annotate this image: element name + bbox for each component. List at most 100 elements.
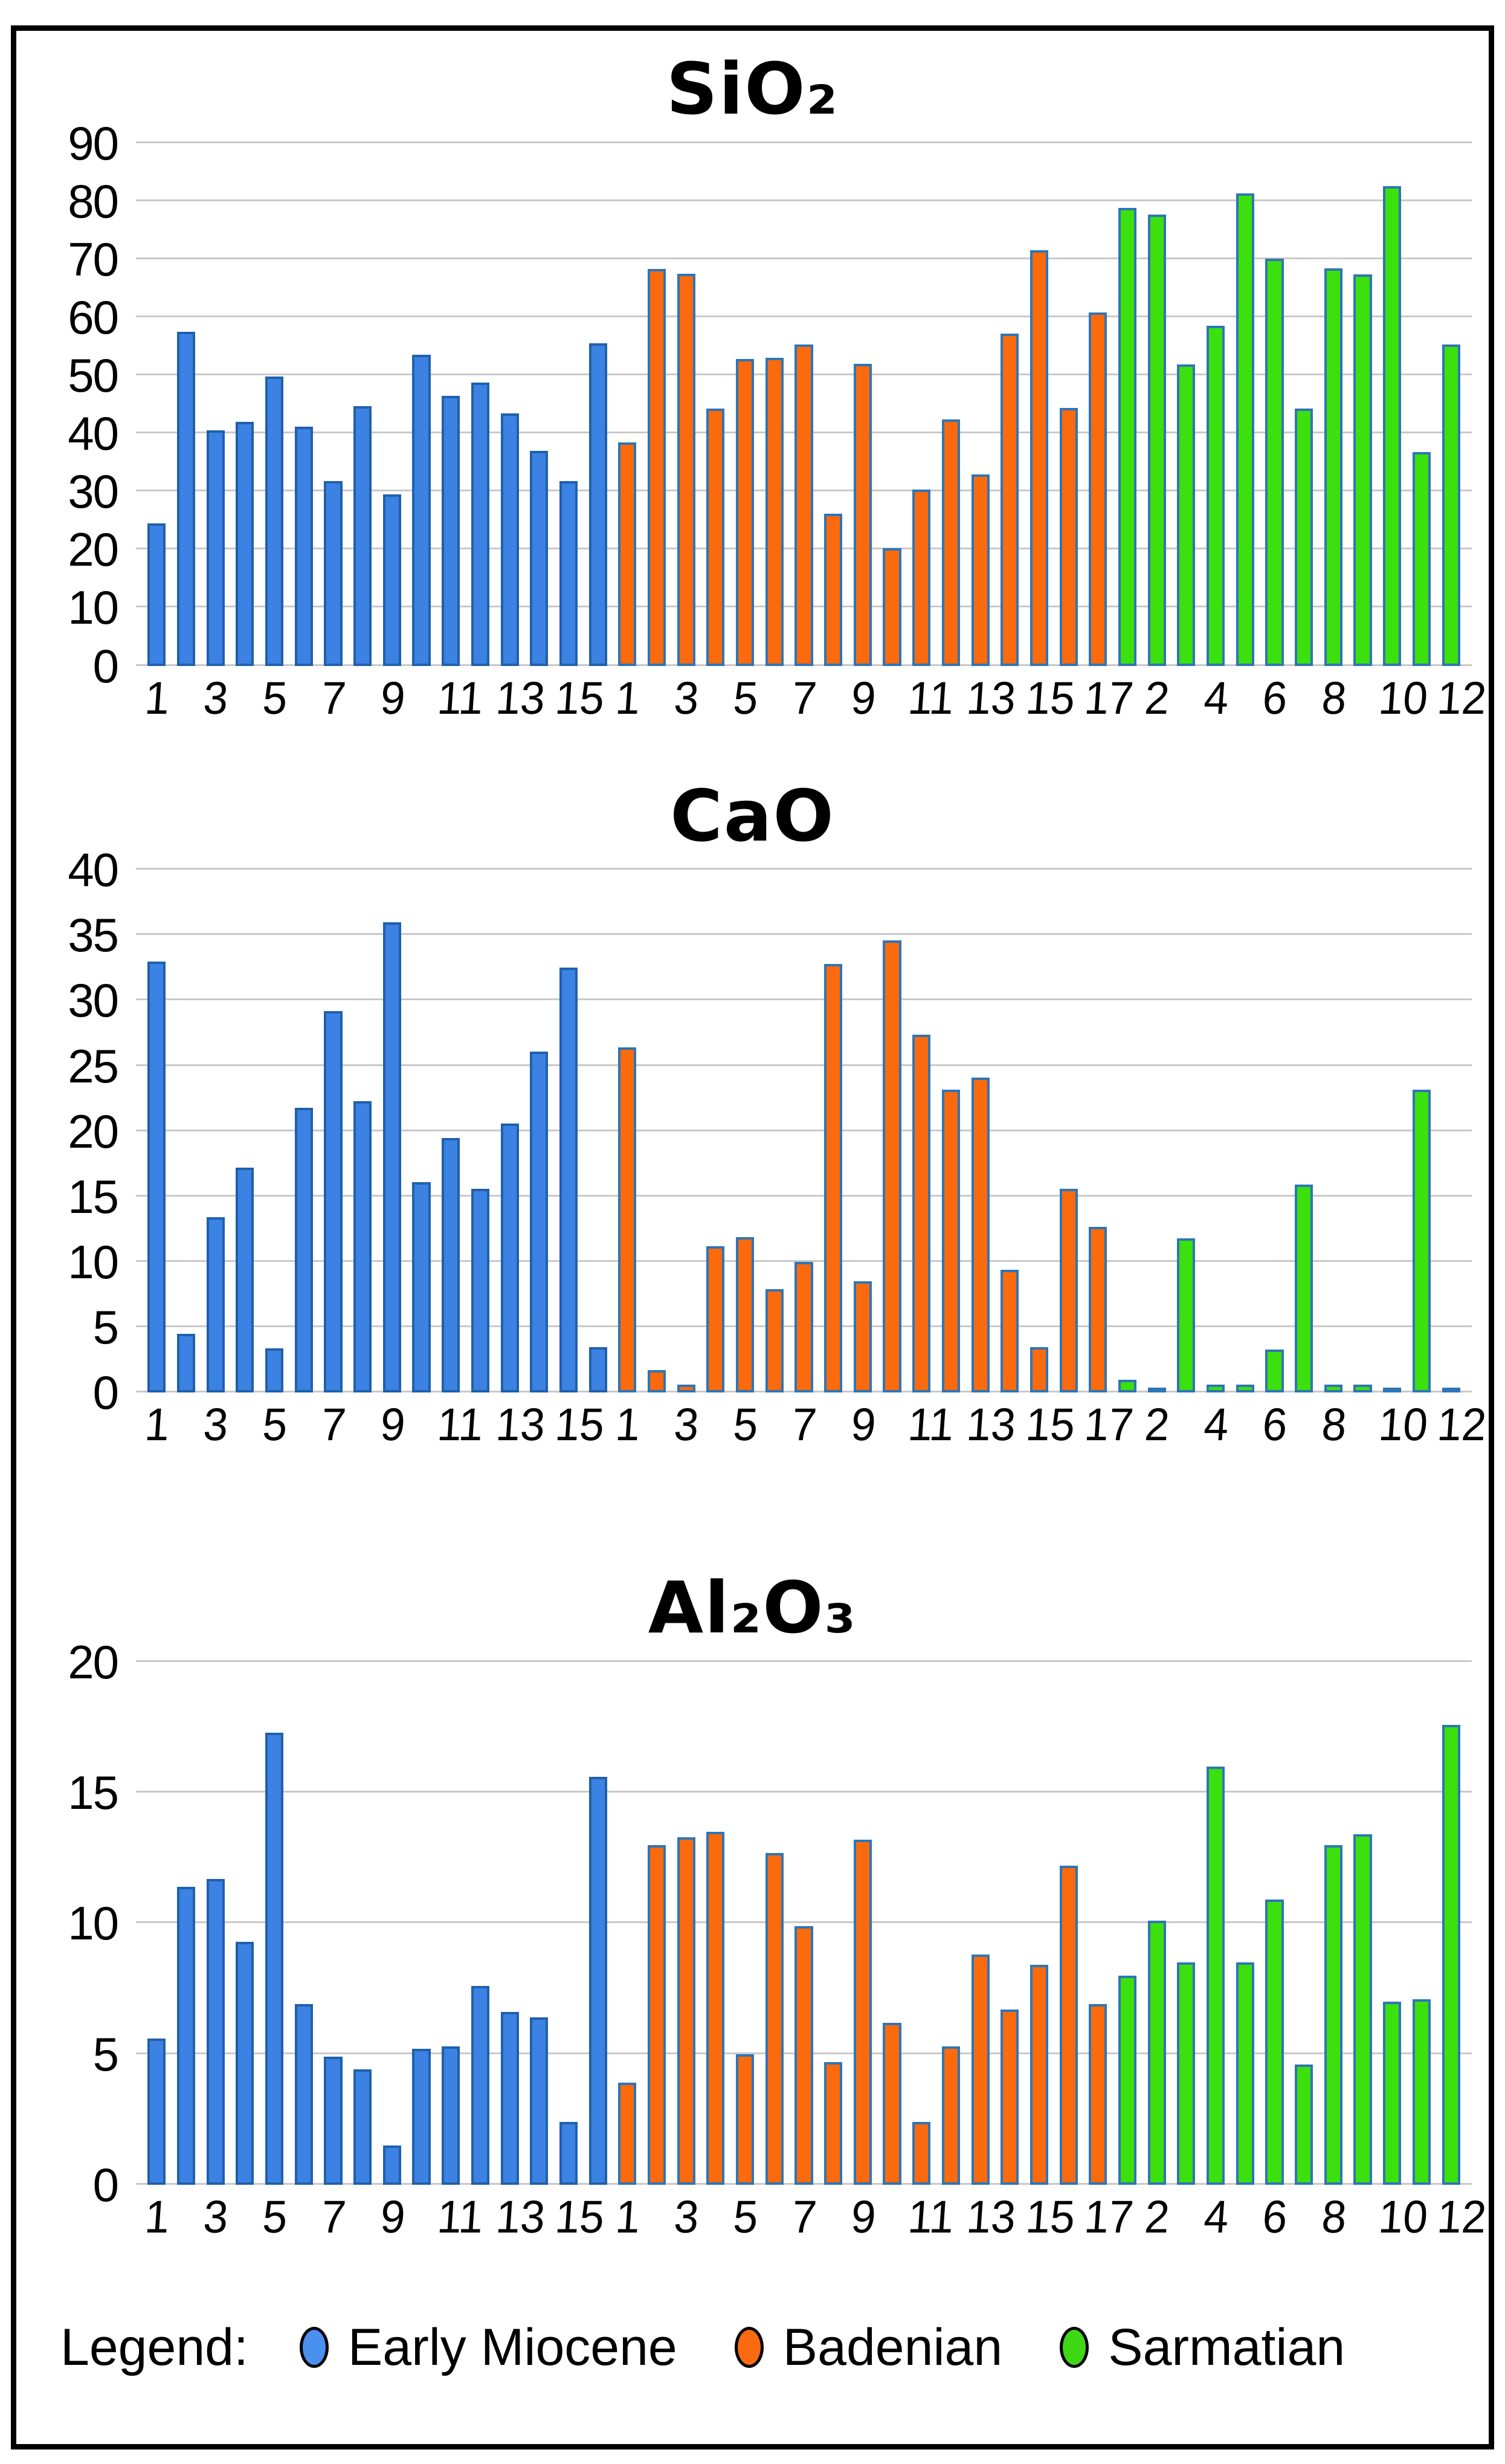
bar-badenian-17	[1089, 1226, 1107, 1393]
bar-slot	[965, 1662, 995, 2185]
bar-slot	[172, 143, 201, 666]
bar-badenian-5	[736, 2054, 755, 2185]
bar-slot	[378, 143, 407, 666]
x-tick-label: 11	[906, 1399, 956, 1451]
bar-early-miocene-9	[382, 494, 401, 666]
bar-slot	[701, 143, 730, 666]
legend-label: Legend:	[60, 2318, 248, 2376]
bar-badenian-13	[971, 1078, 990, 1393]
bar-slot	[1407, 1662, 1437, 2185]
bar-slot	[583, 1662, 613, 2185]
x-tick-label	[1229, 2194, 1262, 2255]
bar-sarmatian-10	[1383, 1388, 1402, 1393]
bar-slot	[1142, 870, 1171, 1393]
x-tick-label: 9	[849, 1399, 877, 1451]
bar-badenian-2	[647, 1370, 666, 1393]
bar-badenian-3	[677, 1837, 695, 2185]
x-tick-label	[1347, 1402, 1379, 1463]
x-tick-label	[993, 676, 1026, 736]
y-tick-label: 15	[68, 1766, 119, 1820]
bar-slot	[142, 143, 172, 666]
x-tick-label: 6	[1261, 2191, 1289, 2243]
bar-slot	[378, 1662, 407, 2185]
bar-badenian-15	[1030, 250, 1049, 666]
bar-early-miocene-5	[265, 1348, 284, 1393]
x-tick-label	[405, 676, 438, 736]
bar-slot	[671, 1662, 701, 2185]
x-tick-label: 2	[1143, 2191, 1171, 2243]
bar-slot	[819, 1662, 848, 2185]
bar-badenian-15	[1030, 1965, 1049, 2185]
x-tick-label	[170, 2194, 202, 2255]
bar-slot	[172, 1662, 201, 2185]
bar-badenian-5	[736, 1237, 755, 1393]
bar-early-miocene-11	[442, 2046, 460, 2185]
bar-slot	[554, 870, 584, 1393]
bar-slot	[436, 870, 466, 1393]
bar-slot	[1113, 143, 1142, 666]
chart-title-cao: CaO	[670, 774, 835, 858]
x-tick-label	[464, 2194, 497, 2255]
x-tick-label: 7	[790, 2191, 819, 2243]
bar-badenian-12	[941, 419, 960, 666]
bar-slot	[348, 143, 378, 666]
x-tick-label	[758, 1402, 791, 1463]
bar-slot	[142, 1662, 172, 2185]
x-tick-label	[464, 1402, 497, 1463]
bar-slot	[1142, 1662, 1171, 2185]
y-axis: 0 5 10 15 20 25 30 35 40	[33, 846, 136, 1416]
x-tick-label: 15	[1023, 672, 1077, 724]
bar-early-miocene-3	[206, 1878, 225, 2185]
x-tick-label: 3	[672, 2191, 701, 2243]
x-tick-label	[1405, 1402, 1438, 1463]
bar-slot	[318, 143, 348, 666]
x-tick-label: 4	[1202, 1399, 1231, 1451]
x-tick-label: 11	[906, 672, 956, 724]
bar-slot	[1113, 1662, 1142, 2185]
x-tick-label: 17	[1082, 1399, 1135, 1451]
bar-slot	[1230, 1662, 1260, 2185]
bar-early-miocene-12	[471, 382, 489, 666]
x-tick-label	[817, 2194, 849, 2255]
x-tick-label	[1170, 2194, 1203, 2255]
bar-slot	[1260, 870, 1289, 1393]
legend-marker-sarmatian-icon	[1060, 2326, 1089, 2368]
x-tick-label	[1052, 676, 1085, 736]
bar-slot	[1201, 1662, 1231, 2185]
x-tick-label: 7	[790, 1399, 819, 1451]
x-tick-label: 13	[965, 2191, 1018, 2243]
bar-sarmatian-12	[1442, 344, 1460, 666]
bar-slot	[1083, 143, 1113, 666]
x-tick-label: 17	[1082, 672, 1135, 724]
bar-slot	[907, 143, 936, 666]
bar-sarmatian-2	[1147, 1387, 1166, 1393]
bar-badenian-6	[765, 1852, 784, 2185]
x-tick-label	[1229, 676, 1262, 736]
figure-frame: SiO₂ 0 10 20 30 40 50 60 70 80 90 1 3 5 7 9 11 13 15 1 3 5 7…	[11, 25, 1494, 2449]
x-tick-label: 1	[143, 672, 172, 724]
bar-badenian-7	[794, 1261, 813, 1393]
gridline-20	[136, 1129, 1472, 1131]
bar-slot	[759, 870, 789, 1393]
bar-sarmatian-6	[1265, 1349, 1284, 1393]
bar-badenian-7	[794, 1926, 813, 2185]
bar-badenian-13	[971, 1955, 990, 2185]
x-tick-label	[1052, 1402, 1085, 1463]
bars-row	[136, 870, 1472, 1393]
bar-slot	[730, 1662, 760, 2185]
x-tick-label: 12	[1436, 1399, 1489, 1451]
bar-slot	[466, 1662, 495, 2185]
bar-slot	[848, 870, 878, 1393]
bar-slot	[1083, 1662, 1113, 2185]
x-tick-label: 8	[1320, 2191, 1348, 2243]
legend-entry-badenian: Badenian	[734, 2321, 1002, 2373]
x-tick-label: 5	[260, 2191, 289, 2243]
x-tick-label	[758, 2194, 791, 2255]
x-tick-label	[405, 1402, 438, 1463]
bar-early-miocene-5	[265, 1732, 284, 2185]
bar-slot	[907, 870, 936, 1393]
bar-early-miocene-8	[353, 406, 372, 666]
x-tick-label: 15	[553, 2191, 606, 2243]
bar-early-miocene-6	[294, 2004, 313, 2185]
bar-slot	[1171, 143, 1201, 666]
